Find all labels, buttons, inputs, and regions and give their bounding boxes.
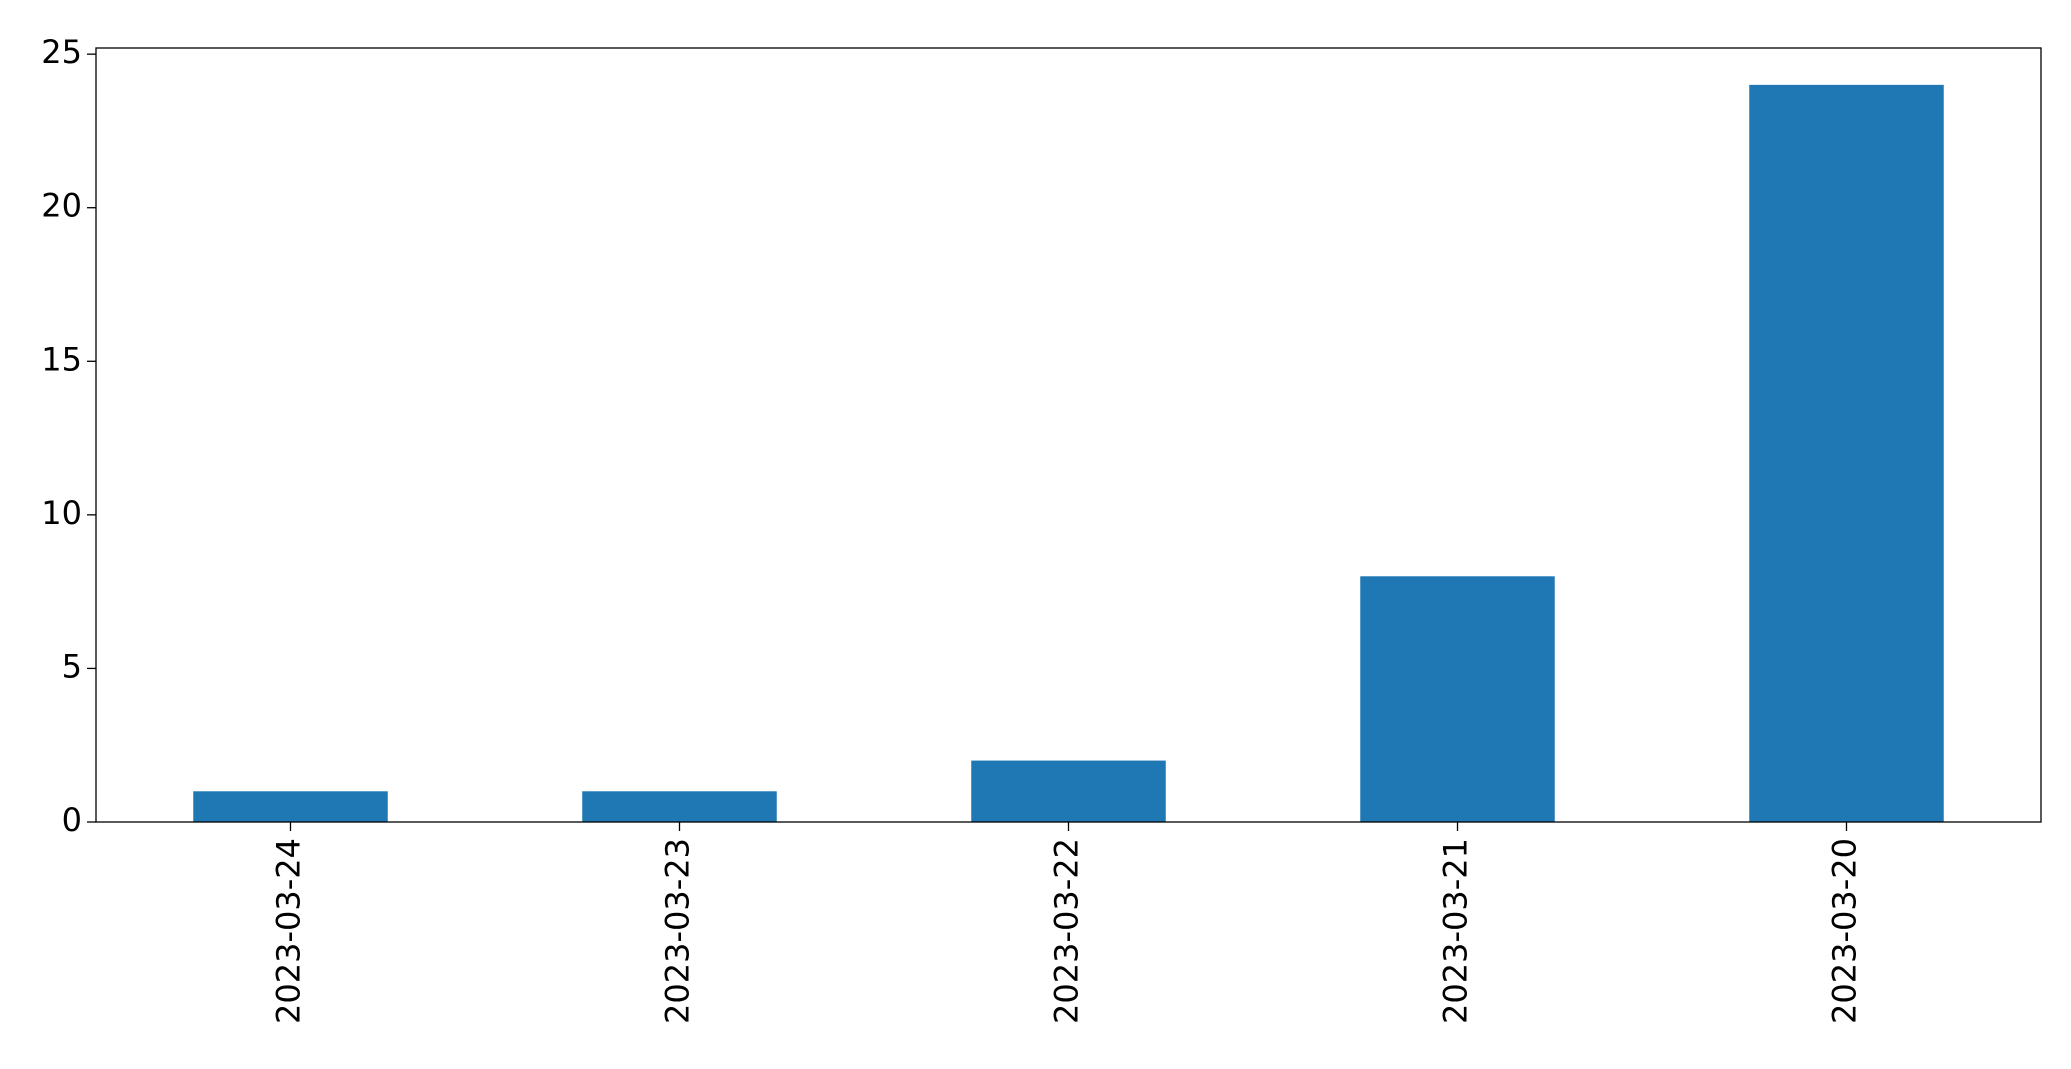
x-tick-label: 2023-03-22 <box>1048 838 1086 1024</box>
x-tick-label: 2023-03-23 <box>659 838 697 1024</box>
y-tick-label: 25 <box>41 33 82 71</box>
x-tick-label: 2023-03-20 <box>1826 838 1864 1024</box>
y-tick-label: 20 <box>41 187 82 225</box>
y-tick-label: 10 <box>41 494 82 532</box>
x-tick-label: 2023-03-21 <box>1437 838 1475 1024</box>
y-tick-label: 15 <box>41 340 82 378</box>
x-tick-label: 2023-03-24 <box>270 838 308 1024</box>
y-tick-label: 0 <box>62 801 82 839</box>
bar <box>1360 576 1555 822</box>
bar <box>971 760 1166 822</box>
bar <box>193 791 388 822</box>
plot-frame <box>95 47 2042 823</box>
bar <box>582 791 777 822</box>
bar <box>1749 84 1944 823</box>
y-tick-label: 5 <box>62 647 82 685</box>
